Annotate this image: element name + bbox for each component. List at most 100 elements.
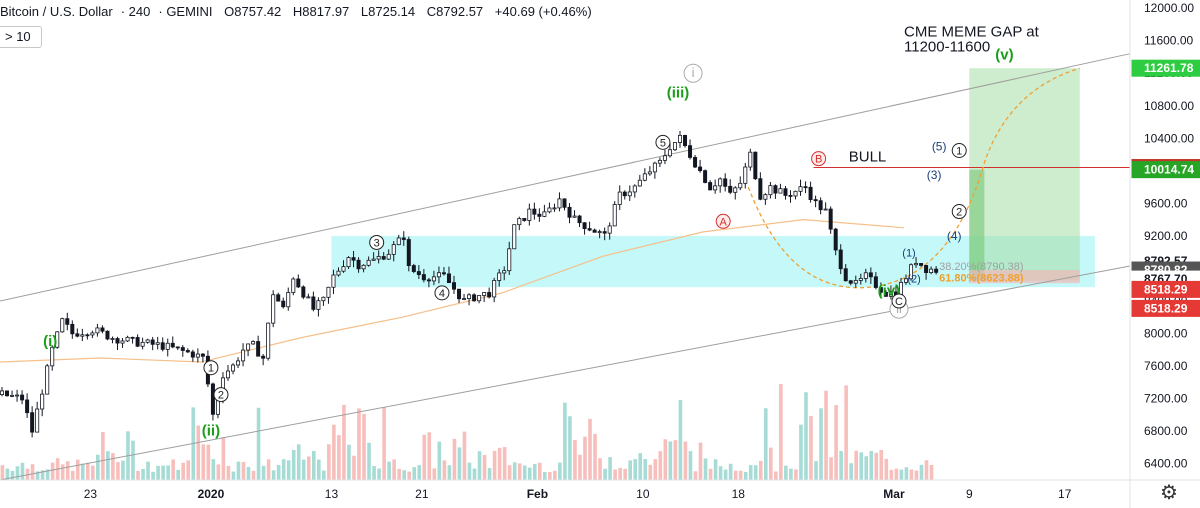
volume-bar: [814, 461, 818, 480]
ohlc-low: L8725.14: [360, 4, 416, 19]
volume-bar: [5, 468, 10, 480]
candle-body: [642, 173, 647, 181]
candle-body: [768, 185, 773, 196]
candle-body: [612, 204, 617, 227]
volume-bar: [758, 460, 763, 480]
volume-bar: [387, 461, 391, 480]
chart-annotation: BULL: [849, 148, 887, 165]
price-tick-label: 9200.00: [1144, 229, 1188, 243]
candle-body: [798, 186, 803, 192]
volume-bar: [492, 450, 497, 480]
volume-bar: [688, 451, 693, 480]
indicator-toggle[interactable]: > 10: [0, 26, 42, 48]
candle-body: [185, 350, 190, 353]
candle-body: [341, 266, 346, 272]
volume-bar: [899, 469, 904, 480]
price-tick-label: 8000.00: [1144, 327, 1188, 341]
candle-body: [391, 244, 396, 255]
volume-bar: [558, 462, 562, 480]
candle-body: [276, 294, 281, 302]
time-tick-label: 17: [1058, 487, 1072, 501]
volume-bar: [794, 469, 798, 480]
candle-body: [582, 222, 587, 230]
time-tick-label: 18: [732, 487, 746, 501]
candle-body: [472, 294, 477, 302]
volume-bar: [658, 451, 663, 480]
candle-body: [788, 195, 793, 197]
volume-bar: [462, 431, 467, 480]
volume-bar: [261, 465, 266, 480]
volume-bar: [377, 468, 381, 480]
candle-body: [401, 237, 406, 240]
candle-body: [336, 270, 341, 276]
candle-body: [200, 353, 205, 357]
candle-body: [873, 276, 878, 288]
wave-label: 4: [439, 288, 445, 300]
candle-body: [627, 191, 632, 197]
volume-bar: [774, 471, 778, 480]
candle-body: [793, 190, 798, 197]
volume-bar: [442, 460, 447, 480]
volume-bar: [608, 457, 612, 480]
candle-body: [888, 291, 893, 297]
candle-body: [522, 218, 527, 221]
interval-label[interactable]: 240: [128, 4, 151, 19]
volume-bar: [40, 470, 45, 480]
wave-label: 1: [208, 363, 214, 375]
candle-body: [426, 279, 431, 282]
volume-bar: [919, 464, 924, 480]
volume-bar: [357, 408, 361, 480]
chart-annotation: (1): [902, 247, 915, 259]
gear-icon[interactable]: ⚙: [1160, 482, 1178, 504]
candle-body: [20, 394, 25, 401]
zone-box-cyan: [331, 235, 1095, 288]
volume-bar: [543, 471, 547, 480]
candle-body: [406, 239, 411, 266]
volume-bar: [713, 459, 718, 480]
volume-bar: [517, 463, 522, 480]
volume-bar: [422, 434, 427, 480]
chart-annotation: (i): [43, 333, 57, 350]
candle-body: [713, 185, 718, 191]
volume-bar: [804, 392, 808, 480]
wave-label-circle: [655, 134, 671, 150]
wave-label-circle: [951, 204, 967, 220]
price-badge-label: 11261.78: [1144, 61, 1194, 75]
volume-bar: [638, 453, 643, 480]
candle-body: [60, 318, 65, 333]
candle-body: [150, 339, 155, 345]
candle-body: [366, 259, 371, 266]
symbol-name[interactable]: Bitcoin / U.S. Dollar: [0, 4, 113, 19]
candle-body: [813, 199, 818, 202]
volume-bar: [111, 453, 115, 480]
volume-bar: [527, 467, 532, 480]
volume-bar: [769, 447, 773, 480]
candle-body: [718, 178, 723, 187]
volume-bar: [653, 459, 658, 480]
candle-body: [361, 264, 366, 270]
candle-body: [421, 274, 426, 281]
candle-body: [778, 188, 783, 194]
candle-body: [557, 198, 562, 209]
candle-body: [331, 274, 336, 288]
volume-bar: [748, 465, 753, 480]
volume-bar: [347, 444, 351, 480]
volume-bar: [864, 456, 869, 480]
volume-bar: [131, 440, 135, 480]
ohlc-high: H8817.97: [292, 4, 350, 19]
volume-bar: [85, 462, 90, 480]
volume-bar: [286, 460, 291, 480]
volume-bar: [563, 402, 567, 480]
chart-annotation: (iii): [667, 85, 690, 102]
candle-body: [251, 341, 256, 345]
volume-bar: [317, 459, 321, 480]
chart-annotation: 61.80%(8623.88): [939, 272, 1024, 284]
candle-body: [321, 296, 326, 302]
volume-bar: [482, 454, 487, 480]
volume-bar: [306, 456, 311, 480]
volume-bar: [507, 465, 512, 480]
volume-bar: [708, 468, 713, 480]
ohlc-open: O8757.42: [224, 4, 282, 19]
volume-bar: [397, 468, 401, 480]
